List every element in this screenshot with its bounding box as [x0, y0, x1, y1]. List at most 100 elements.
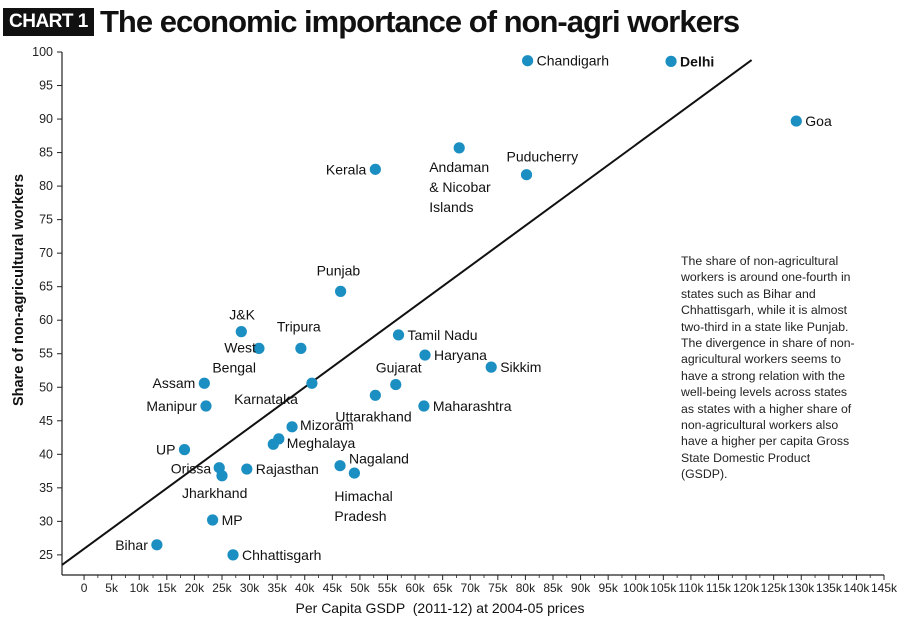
point-chandigarh [522, 55, 534, 67]
point-label-goa: Goa [805, 113, 832, 129]
point-kerala [369, 163, 381, 175]
annotation-note-text: The share of non-agricultural workers is… [681, 254, 855, 482]
point-label-bihar: Bihar [115, 537, 148, 553]
point-label-west-bengal: West Bengal [212, 339, 256, 375]
point-assam [198, 377, 210, 389]
trendline [61, 59, 753, 566]
point-label-tamil-nadu: Tamil Nadu [408, 327, 478, 343]
point-gujarat [390, 378, 402, 391]
x-tick-label: 80k [516, 581, 536, 595]
x-tick-label: 0 [81, 581, 88, 595]
point-chhattisgarh [227, 549, 239, 561]
y-tick-label: 50 [39, 380, 53, 394]
point-goa [790, 115, 802, 127]
point-nagaland [334, 460, 346, 472]
point-label-chhattisgarh: Chhattisgarh [242, 547, 321, 563]
y-tick-label: 35 [39, 481, 53, 495]
point-label-manipur: Manipur [146, 398, 197, 414]
point-mp [207, 514, 219, 526]
x-tick-label: 110k [678, 581, 704, 595]
chart-axes: 25 30 35 40 45 50 55 60 65 70 75 80 85 90 95 100 0 5k 10k 1… [32, 45, 898, 595]
y-tick-label: 55 [39, 347, 53, 361]
x-tick-label: 25k [212, 581, 232, 595]
x-tick-label: 75k [488, 581, 508, 595]
x-tick-label: 35k [267, 581, 287, 595]
x-tick-label: 20k [185, 581, 205, 595]
y-tick-label: 90 [39, 112, 53, 126]
y-tick-label: 80 [39, 179, 53, 193]
point-label-maharashtra: Maharashtra [433, 398, 512, 414]
point-karnataka [306, 377, 318, 389]
point-label-delhi: Delhi [680, 53, 714, 69]
point-label-orissa: Orissa [171, 461, 212, 477]
point-label-mp: MP [222, 512, 243, 528]
point-sikkim [485, 361, 497, 373]
point-label-j-k: J&K [229, 307, 255, 323]
point-manipur [200, 400, 212, 412]
point-label-up: UP [156, 442, 175, 458]
x-tick-label: 120k [733, 581, 760, 595]
y-axis-label: Share of non-agricultural workers [11, 174, 27, 406]
x-tick-label: 40k [295, 581, 315, 595]
point-puducherry [520, 169, 533, 181]
point-punjab [334, 285, 347, 297]
point-label-uttarakhand: Uttarakhand [335, 408, 411, 424]
y-tick-label: 30 [39, 514, 53, 528]
point-label-nagaland: Nagaland [349, 451, 409, 467]
point-mizoram [286, 421, 298, 433]
point-label-andaman-nicobar-islands: Andaman & Nicobar Islands [429, 159, 491, 215]
x-tick-label: 105k [650, 581, 677, 595]
chart-title: The economic importance of non-agri work… [100, 4, 740, 39]
y-tick-label: 40 [39, 447, 53, 461]
point-label-meghalaya: Meghalaya [287, 435, 356, 451]
point-up [178, 444, 191, 456]
point-label-tripura: Tripura [277, 318, 321, 334]
y-tick-label: 85 [39, 146, 53, 160]
point-label-mizoram: Mizoram [300, 417, 354, 433]
y-tick-label: 45 [39, 414, 53, 428]
point-andaman-nicobar-islands [453, 142, 465, 154]
y-tick-label: 95 [39, 79, 53, 93]
point-label-puducherry: Puducherry [507, 149, 579, 165]
point-west-bengal [253, 342, 265, 354]
point-bihar [151, 539, 163, 551]
x-tick-label: 50k [350, 581, 370, 595]
x-tick-label: 125k [761, 581, 788, 595]
x-tick-label: 130k [788, 581, 815, 595]
point-label-gujarat: Gujarat [376, 360, 422, 376]
x-tick-label: 90k [571, 581, 591, 595]
point-tamil-nadu [392, 329, 405, 341]
trendline-layer [61, 59, 753, 566]
point-rajasthan [241, 463, 253, 475]
point-label-haryana: Haryana [434, 347, 487, 363]
x-tick-label: 45k [323, 581, 343, 595]
x-tick-label: 10k [130, 581, 150, 595]
y-tick-label: 100 [32, 45, 53, 59]
point-jharkhand [216, 470, 228, 482]
x-tick-label: 30k [240, 581, 260, 595]
x-tick-label: 5k [105, 581, 119, 595]
point-himachal-pradesh [348, 467, 360, 479]
x-tick-label: 70k [461, 581, 481, 595]
x-tick-label: 55k [378, 581, 398, 595]
x-tick-label: 135k [816, 581, 843, 595]
point-label-himachal-pradesh: Himachal Pradesh [334, 488, 392, 524]
points-layer [151, 55, 802, 561]
x-tick-label: 65k [433, 581, 453, 595]
x-tick-label: 100k [623, 581, 650, 595]
x-tick-label: 15k [157, 581, 177, 595]
x-tick-label: 145k [871, 581, 898, 595]
point-labels-layer: Bihar Chhattisgarh MP UP Orissa Jharkhand Raja… [115, 53, 832, 563]
x-tick-label: 60k [405, 581, 425, 595]
chart-header: CHART 1 The economic importance of non-a… [0, 4, 900, 44]
y-tick-label: 70 [39, 246, 53, 260]
point-label-kerala: Kerala [326, 161, 367, 177]
point-label-rajasthan: Rajasthan [256, 461, 319, 477]
y-tick-label: 75 [39, 213, 53, 227]
x-tick-label: 95k [598, 581, 618, 595]
point-label-chandigarh: Chandigarh [537, 53, 609, 69]
x-tick-label: 85k [543, 581, 563, 595]
x-tick-label: 115k [706, 581, 732, 595]
point-delhi [665, 55, 677, 67]
point-label-assam: Assam [153, 375, 196, 391]
